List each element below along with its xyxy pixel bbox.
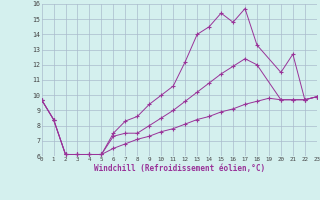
X-axis label: Windchill (Refroidissement éolien,°C): Windchill (Refroidissement éolien,°C) [94,164,265,173]
